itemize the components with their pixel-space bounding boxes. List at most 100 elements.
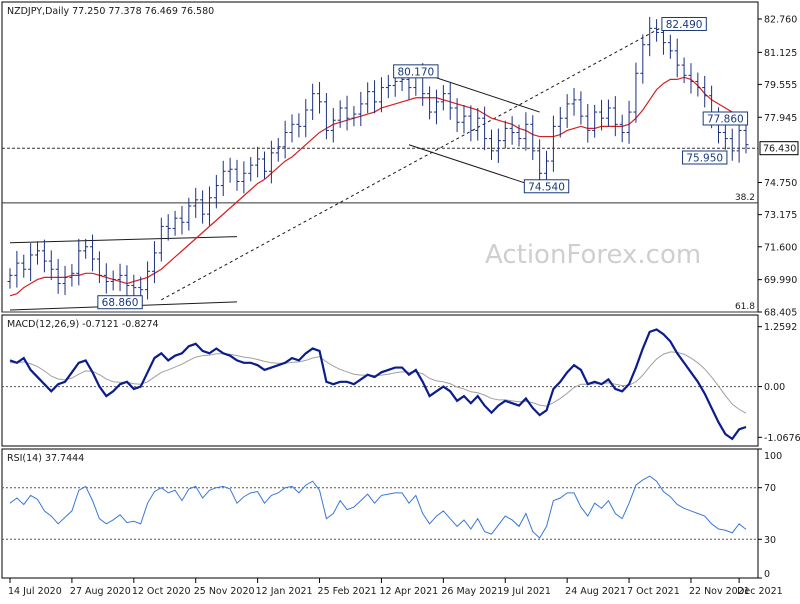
price-callout: 74.540 [528,181,565,193]
y-tick-label: 69.990 [764,275,797,286]
candle [248,157,254,182]
candle [612,96,618,137]
current-price-tag [759,141,799,156]
candle [28,243,34,282]
candle [303,99,309,138]
price-callout: 77.860 [707,114,744,126]
candle [688,63,694,94]
trendline [161,25,664,301]
y-tick-label: 0 [764,569,770,580]
candle [96,251,102,284]
candle [186,197,192,231]
candle [358,91,364,127]
y-tick-label: 0.00 [764,382,785,393]
candle [206,186,212,226]
macd-axis: 1.2592 0.00 -1.0676 [758,322,800,444]
candle [317,81,323,114]
candle [695,72,701,97]
x-tick-label: 12 Oct 2020 [132,586,191,597]
y-tick-label: 71.600 [764,242,797,253]
candle [633,62,639,123]
candle [647,16,653,57]
candle [255,146,261,178]
candle [62,265,68,296]
candle [640,34,646,84]
candle [213,174,219,209]
candle [729,128,735,161]
x-tick-label: Dec 2021 [737,586,783,597]
price-callout: 82.490 [666,19,703,31]
candle [90,234,96,272]
price-callout-box [97,295,143,310]
macd-lines [2,328,758,441]
candle [7,268,13,289]
candle [605,99,611,127]
y-tick-label: 74.750 [764,178,797,189]
candle [110,270,116,291]
candle [427,86,433,120]
candle [282,120,288,159]
candle [585,103,591,143]
y-tick-label: 79.555 [764,80,797,91]
candle [14,250,20,288]
candle [365,82,371,114]
candle [557,107,563,138]
candle [76,238,82,286]
sma-line [9,76,747,297]
price-callout-box [393,64,439,79]
candle [55,258,61,294]
candle [330,108,336,143]
candle [537,139,543,185]
price-callout: 68.860 [102,297,139,309]
candle [172,210,178,236]
x-tick-label: 7 Oct 2021 [627,586,680,597]
candle [289,114,295,143]
candle [227,157,233,183]
candle [488,129,494,160]
candle [461,105,467,134]
candle [468,105,474,142]
candle [516,124,522,147]
rsi-lines [2,475,758,540]
price-callouts: 82.490 80.170 77.860 75.950 74.540 68.860 [97,16,749,310]
candle [564,94,570,128]
candle [578,91,584,125]
candle [482,106,488,151]
candle [592,104,598,138]
y-tick-label: 73.175 [764,210,797,221]
candle [234,159,240,191]
candle [475,107,481,141]
candle [502,120,508,149]
candle [722,121,728,150]
x-tick-label: 12 Apr 2021 [379,586,438,597]
candle [165,214,171,241]
candle [41,239,47,273]
candle [523,112,529,151]
x-tick-label: 27 Aug 2020 [70,586,131,597]
candle [440,85,446,111]
candle [296,113,302,138]
x-tick-label: 25 Feb 2021 [318,586,377,597]
price-callout-box [523,179,570,194]
price-callout: 75.950 [686,152,723,164]
y-tick-label: 77.945 [764,113,797,124]
candle [599,99,605,131]
candle [550,115,556,172]
candle [454,98,460,133]
candle [241,161,247,194]
symbol-header: NZDJPY,Daily 77.250 77.378 76.469 76.580 [7,6,214,17]
rsi-axis: 100 70 30 0 [758,448,782,580]
y-tick-label: -1.0676 [764,433,800,444]
candle [268,140,274,184]
rsi-panel-frame [1,448,759,579]
candle [571,87,577,116]
trendline [422,72,540,113]
candle [48,250,54,280]
price-callout-box [702,111,749,126]
candle [385,74,391,99]
y-tick-label: 30 [764,535,776,546]
x-tick-label: 26 May 2021 [441,586,503,597]
x-tick-label: 9 Jul 2021 [503,586,551,597]
